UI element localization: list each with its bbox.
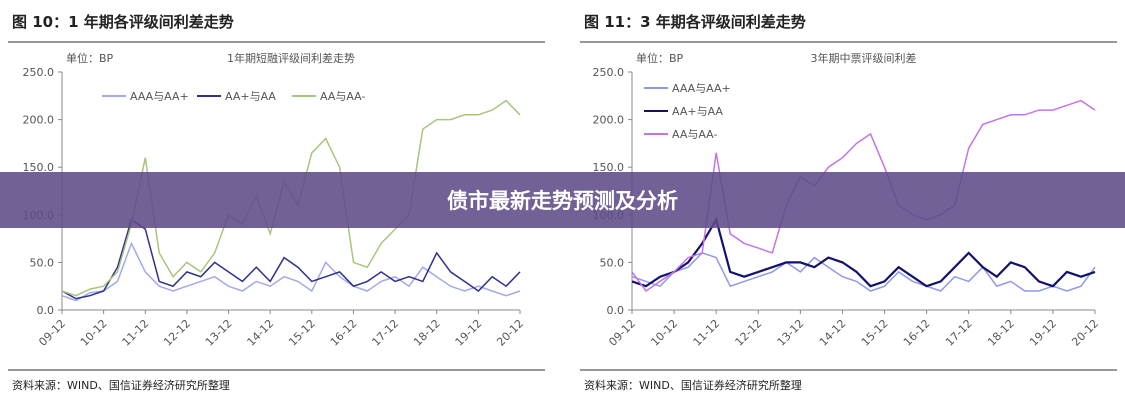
chart-title: 图 11：3 年期各评级间利差走势 (584, 13, 806, 31)
x-tick-label: 14-12 (245, 317, 277, 349)
legend-label: AA与AA- (320, 90, 365, 103)
x-tick-label: 12-12 (733, 317, 765, 349)
banner: 债市最新走势预测及分析 (0, 172, 1125, 228)
legend-label: AAA与AA+ (672, 82, 731, 95)
x-tick-label: 13-12 (775, 317, 807, 349)
legend-label: AA+与AA (672, 105, 723, 118)
x-tick-label: 15-12 (859, 317, 891, 349)
x-tick-label: 16-12 (901, 317, 933, 349)
subtitle: 1年期短融评级间利差走势 (227, 51, 355, 65)
y-tick-label: 0.0 (607, 304, 625, 317)
x-tick-label: 16-12 (328, 317, 360, 349)
series-line (61, 241, 521, 302)
series-line (631, 216, 1096, 288)
x-tick-label: 11-12 (120, 317, 152, 349)
legend-label: AA与AA- (672, 128, 717, 141)
x-tick-label: 10-12 (648, 317, 680, 349)
x-tick-label: 18-12 (985, 317, 1017, 349)
x-tick-label: 13-12 (203, 317, 235, 349)
unit-label: 单位：BP (636, 51, 684, 65)
y-tick-label: 200.0 (593, 114, 625, 127)
y-tick-label: 0.0 (37, 304, 55, 317)
x-tick-label: 17-12 (369, 317, 401, 349)
x-tick-label: 15-12 (286, 317, 318, 349)
legend-label: AAA与AA+ (130, 90, 189, 103)
x-tick-label: 20-12 (1069, 317, 1101, 349)
x-tick-label: 12-12 (161, 317, 193, 349)
x-tick-label: 10-12 (78, 317, 110, 349)
y-tick-label: 200.0 (23, 114, 55, 127)
x-tick-label: 19-12 (1027, 317, 1059, 349)
x-tick-label: 14-12 (817, 317, 849, 349)
legend-label: AA+与AA (225, 90, 276, 103)
subtitle: 3年期中票评级间利差 (811, 51, 917, 65)
x-tick-label: 20-12 (494, 317, 526, 349)
x-tick-label: 19-12 (453, 317, 485, 349)
y-tick-label: 50.0 (600, 256, 625, 269)
y-tick-label: 250.0 (23, 66, 55, 79)
unit-label: 单位：BP (66, 51, 114, 65)
x-tick-label: 11-12 (691, 317, 723, 349)
x-tick-label: 17-12 (943, 317, 975, 349)
series-line (631, 252, 1096, 292)
y-tick-label: 150.0 (23, 161, 55, 174)
x-tick-label: 09-12 (36, 317, 68, 349)
chart-title: 图 10：1 年期各评级间利差走势 (12, 13, 234, 31)
source: 资料来源：WIND、国信证券经济研究所整理 (12, 378, 230, 392)
source: 资料来源：WIND、国信证券经济研究所整理 (584, 378, 802, 392)
y-tick-label: 150.0 (593, 161, 625, 174)
y-tick-label: 250.0 (593, 66, 625, 79)
y-tick-label: 50.0 (30, 256, 55, 269)
x-tick-label: 18-12 (411, 317, 443, 349)
x-tick-label: 09-12 (606, 317, 638, 349)
